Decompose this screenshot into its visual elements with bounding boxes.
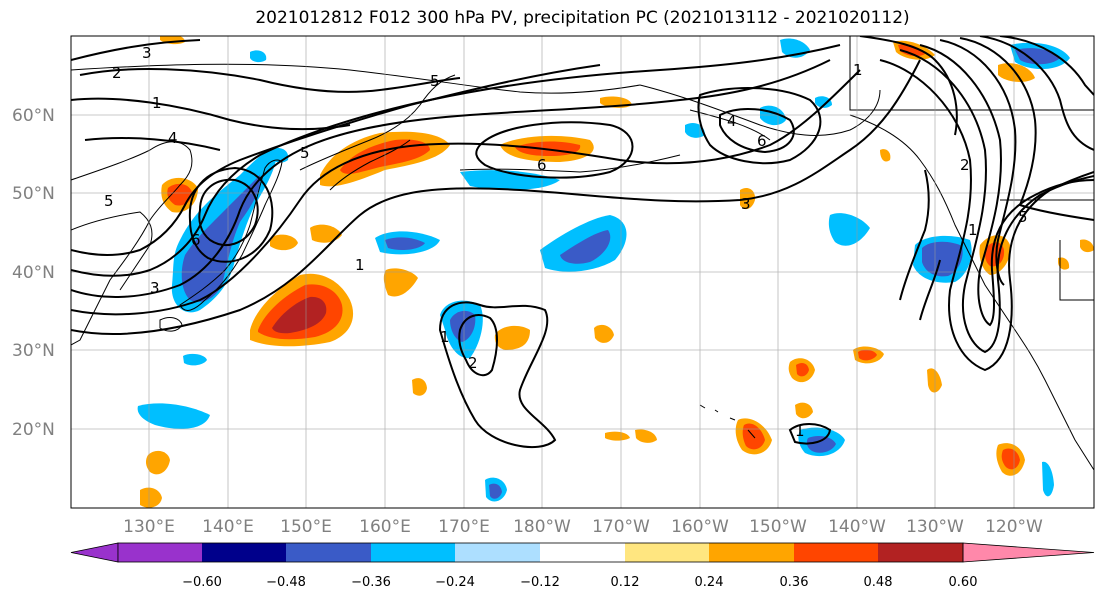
svg-text:5: 5	[430, 72, 440, 90]
svg-text:3: 3	[150, 279, 160, 297]
colorbar-segment	[286, 543, 371, 562]
svg-text:5: 5	[1018, 208, 1028, 226]
svg-text:1: 1	[795, 422, 805, 440]
colorbar-extend-low	[70, 542, 119, 563]
svg-text:1: 1	[355, 256, 365, 274]
svg-text:5: 5	[300, 144, 310, 162]
svg-text:2: 2	[112, 64, 122, 82]
colorbar-tick-label: 0.48	[864, 575, 893, 590]
colorbar-segment	[371, 543, 455, 562]
lon-label: 170°E	[438, 517, 490, 537]
svg-text:4: 4	[727, 112, 737, 130]
svg-text:1: 1	[853, 61, 863, 79]
map-title: 2021012812 F012 300 hPa PV, precipitatio…	[255, 8, 910, 28]
colorbar-segment	[540, 543, 625, 562]
colorbar-tick-label: −0.60	[182, 575, 222, 590]
svg-text:5: 5	[104, 192, 114, 210]
colorbar-tick-label: −0.12	[520, 575, 560, 590]
svg-text:4: 4	[168, 129, 178, 147]
lon-label: 160°E	[359, 517, 411, 537]
svg-text:2: 2	[960, 156, 970, 174]
lon-label: 130°E	[123, 517, 175, 537]
svg-text:1: 1	[152, 94, 162, 112]
longitude-labels: 130°E 140°E 150°E 160°E 170°E 180°W 170°…	[123, 517, 1043, 537]
svg-text:1: 1	[440, 328, 450, 346]
colorbar-tick-label: 0.60	[949, 575, 978, 590]
colorbar-segment	[118, 543, 202, 562]
lat-label: 20°N	[12, 420, 55, 440]
svg-text:6: 6	[757, 132, 767, 150]
lat-label: 50°N	[12, 184, 55, 204]
lon-label: 130°W	[906, 517, 964, 537]
svg-text:3: 3	[741, 195, 751, 213]
lon-label: 160°W	[671, 517, 729, 537]
svg-text:6: 6	[537, 156, 547, 174]
colorbar-tick-label: 0.12	[611, 575, 640, 590]
contour-labels: 3 2 1 4 5 5 5 6 4 6 1 3 1 2 6 1 3 1 5 2 …	[104, 44, 1028, 440]
colorbar-segment	[625, 543, 709, 562]
pv-contours	[71, 36, 1094, 448]
colorbar-tick-labels: −0.60 −0.48 −0.36 −0.24 −0.12 0.12 0.24 …	[182, 575, 977, 590]
lat-label: 60°N	[12, 106, 55, 126]
colorbar-segment	[202, 543, 286, 562]
colorbar-segment	[455, 543, 540, 562]
colorbar-tick-label: −0.36	[351, 575, 391, 590]
gridlines	[71, 36, 1094, 508]
svg-text:2: 2	[468, 354, 478, 372]
lon-label: 120°W	[985, 517, 1043, 537]
lon-label: 140°E	[202, 517, 254, 537]
latitude-labels: 60°N 50°N 40°N 30°N 20°N	[12, 106, 55, 440]
colorbar-extend-high	[962, 542, 1095, 563]
svg-text:1: 1	[968, 221, 978, 239]
colorbar-tick-label: 0.36	[780, 575, 809, 590]
colorbar-segment	[878, 543, 963, 562]
lat-label: 40°N	[12, 263, 55, 283]
colorbar-outline	[117, 542, 964, 563]
lat-label: 30°N	[12, 341, 55, 361]
lon-label: 140°W	[828, 517, 886, 537]
colorbar	[70, 542, 1095, 563]
colorbar-segment	[794, 543, 878, 562]
colorbar-tick-label: 0.24	[695, 575, 724, 590]
colorbar-segment	[709, 543, 794, 562]
lon-label: 180°W	[513, 517, 571, 537]
svg-text:3: 3	[142, 44, 152, 62]
lon-label: 150°W	[749, 517, 807, 537]
svg-text:6: 6	[191, 231, 201, 249]
colorbar-tick-label: −0.24	[435, 575, 475, 590]
lon-label: 150°E	[280, 517, 332, 537]
map-frame	[70, 35, 1095, 509]
colorbar-tick-label: −0.48	[266, 575, 306, 590]
lon-label: 170°W	[592, 517, 650, 537]
